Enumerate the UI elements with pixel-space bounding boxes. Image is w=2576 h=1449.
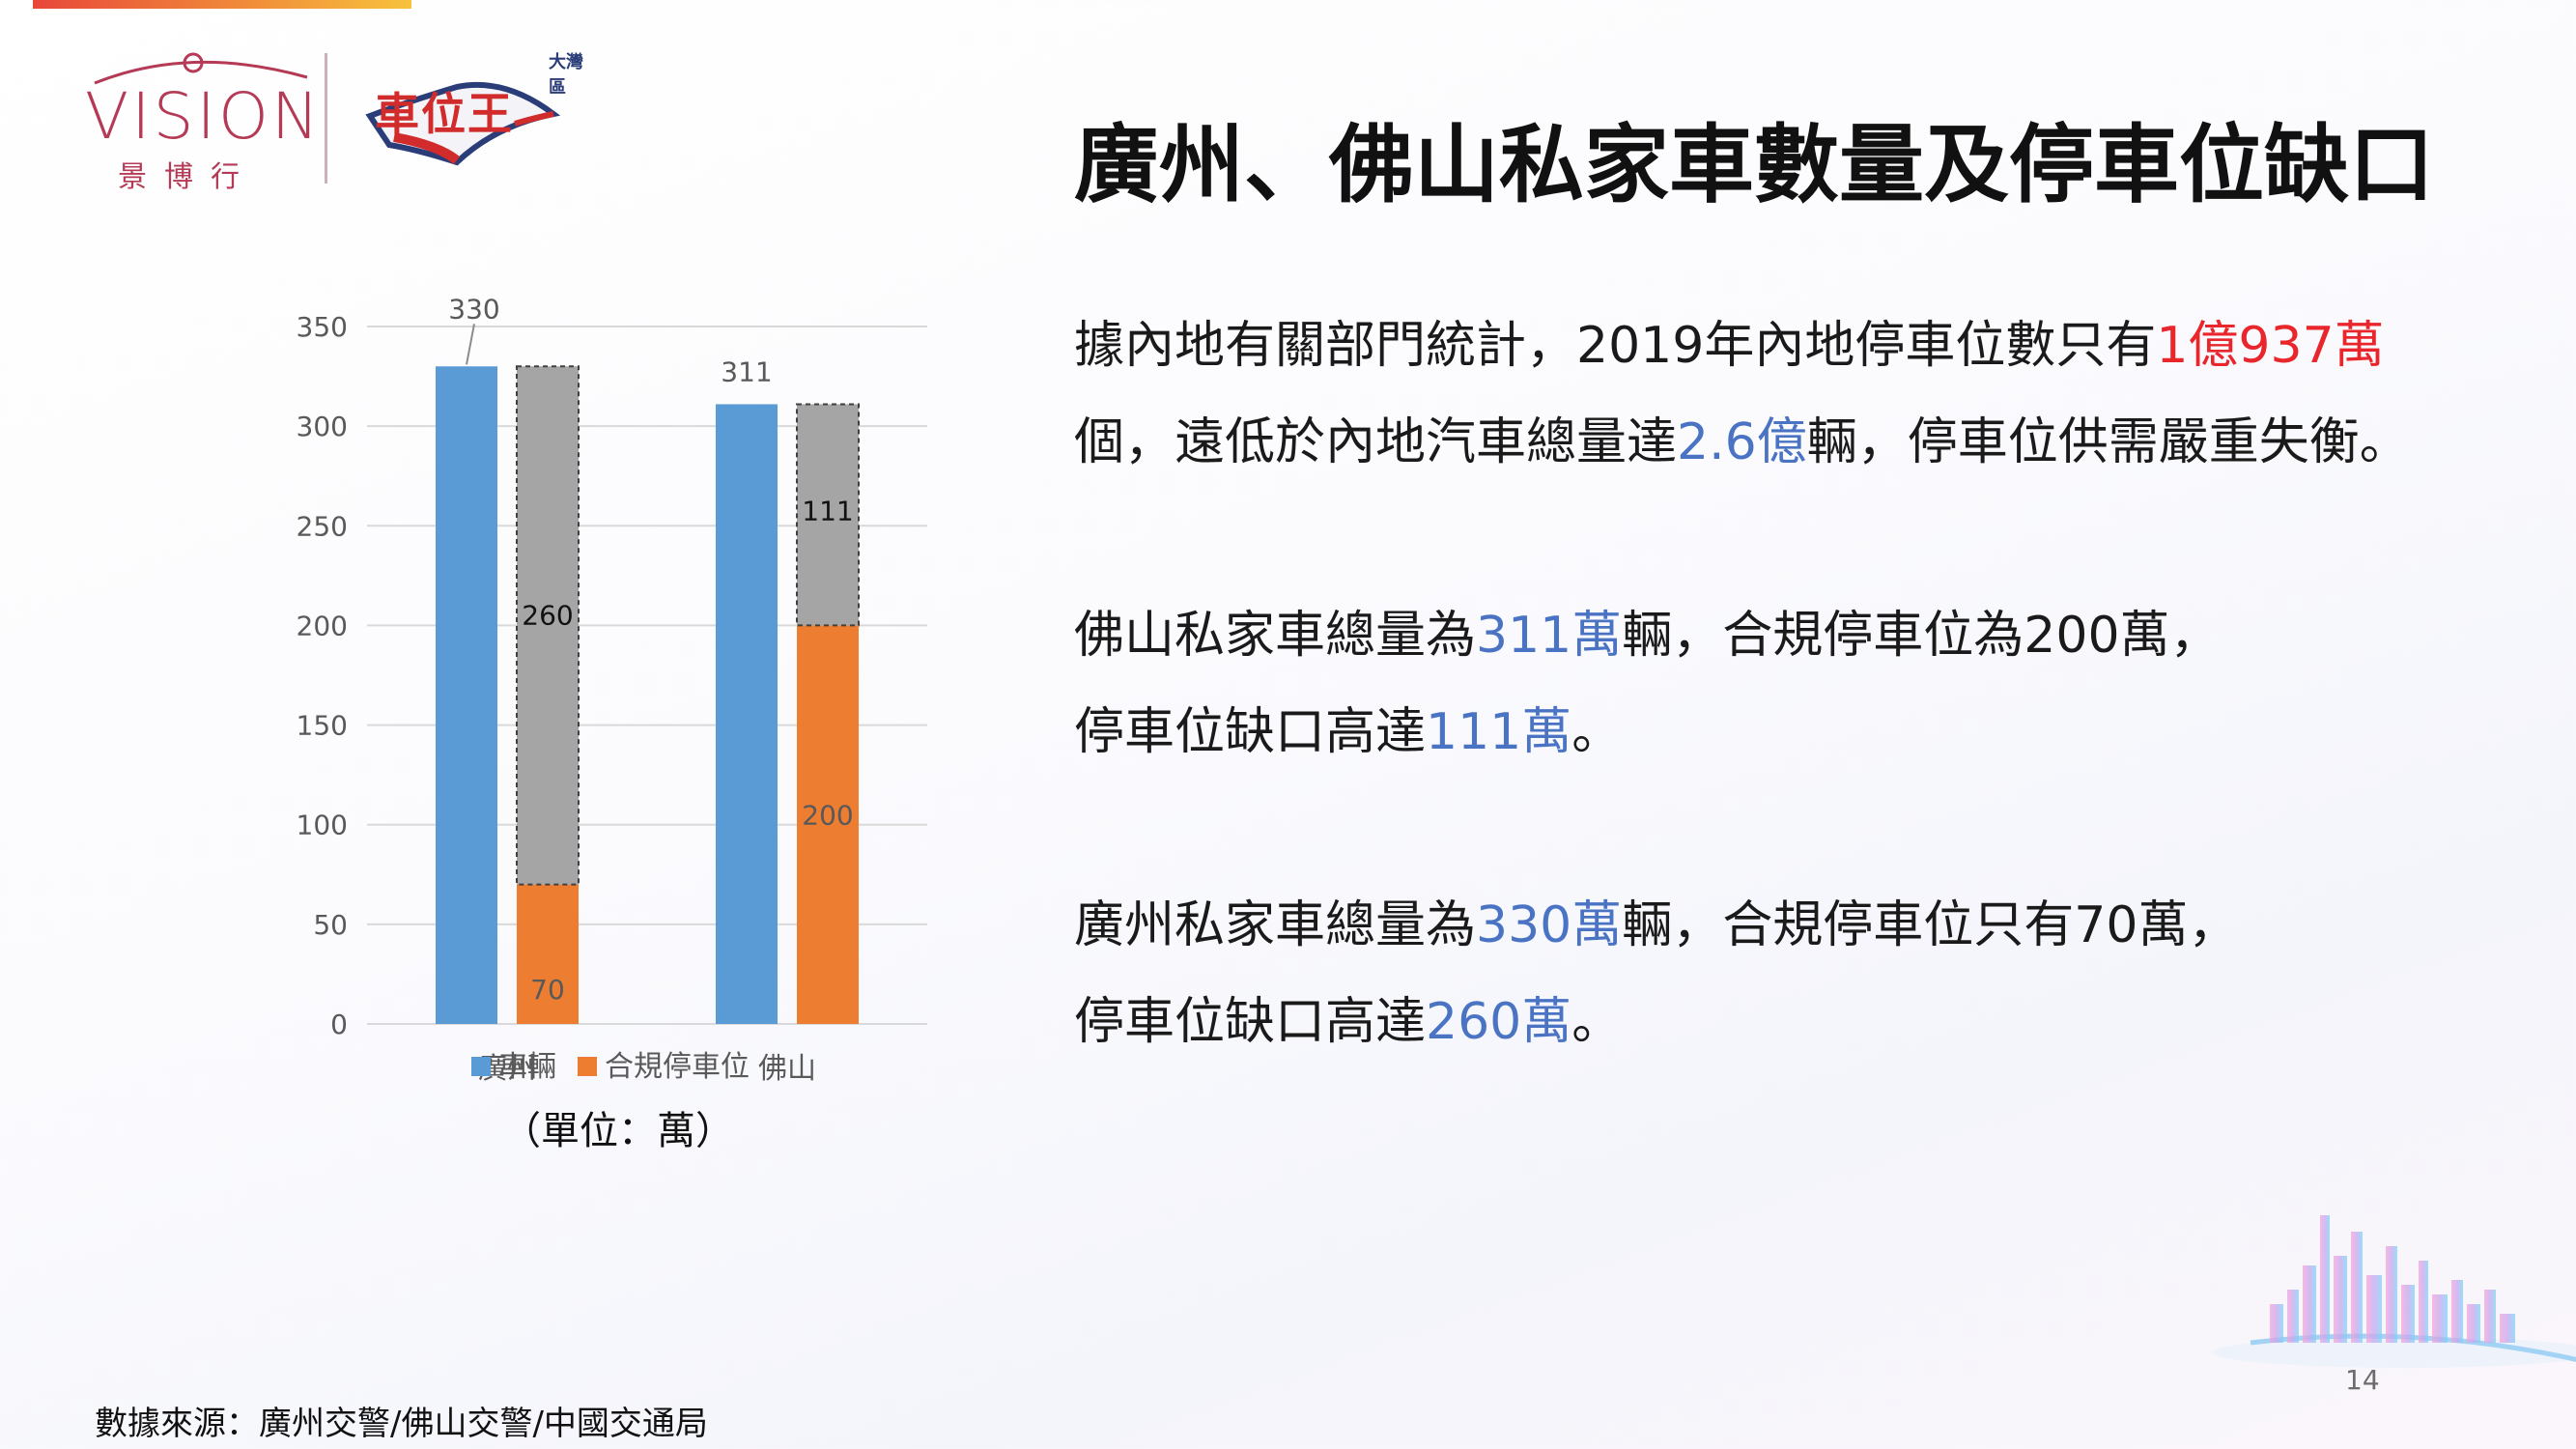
text-run: 輛，合規停車位為200萬， (1622, 607, 2221, 665)
page-number: 14 (2345, 1364, 2380, 1396)
data-label-parking: 200 (802, 800, 853, 832)
city-skyline-icon (2212, 1215, 2576, 1368)
data-source: 數據來源：廣州交警/佛山交警/中國交通局 (95, 1405, 708, 1443)
y-tick-label: 50 (313, 909, 348, 941)
paragraph-line: 廣州私家車總量為330萬輛，合規停車位只有70萬， (1074, 877, 2238, 974)
highlight-red: 1億937萬 (2156, 317, 2385, 375)
text-run: 停車位缺口高達 (1074, 993, 1427, 1051)
logo-divider (325, 53, 327, 184)
logo: VISION 景博行 大灣區 車位王 (85, 48, 587, 194)
logo-region: 大灣區 (549, 52, 583, 98)
paragraph-line: 據內地有關部門統計，2019年內地停車位數只有1億937萬 (1074, 298, 2410, 394)
data-label-leader (466, 324, 475, 365)
bar-parking (517, 884, 579, 1024)
y-tick-label: 250 (297, 510, 348, 542)
bar-gap (516, 365, 580, 886)
text-run: 。 (1571, 703, 1623, 761)
data-label-gap: 111 (802, 495, 853, 526)
highlight-blue: 330萬 (1476, 896, 1623, 954)
car-park-king-badge-icon (365, 81, 561, 166)
top-accent-bar (33, 0, 411, 9)
text-run: 廣州私家車總量為 (1074, 896, 1477, 954)
paragraph-national: 據內地有關部門統計，2019年內地停車位數只有1億937萬 個，遠低於內地汽車總… (1074, 298, 2410, 491)
text-run: 據內地有關部門統計，2019年內地停車位數只有 (1074, 317, 2157, 375)
bar-vehicles (716, 404, 778, 1024)
logo-partner-name: 車位王 (375, 88, 514, 140)
paragraph-foshan: 佛山私家車總量為311萬輛，合規停車位為200萬， 停車位缺口高達111萬。 (1074, 587, 2221, 781)
paragraph-line: 停車位缺口高達111萬。 (1074, 684, 2221, 781)
paragraph-line: 個，遠低於內地汽車總量達2.6億輛，停車位供需嚴重失衡。 (1074, 394, 2410, 491)
page-title: 廣州、佛山私家車數量及停車位缺口 (1074, 115, 2435, 214)
data-label-parking: 70 (530, 974, 565, 1006)
text-run: 佛山私家車總量為 (1074, 607, 1477, 665)
text-run: 個，遠低於內地汽車總量達 (1074, 413, 1678, 471)
legend-label-vehicles: 車輛 (498, 1050, 556, 1084)
logo-brand-en: VISION (85, 79, 323, 154)
highlight-blue: 311萬 (1476, 607, 1623, 665)
data-label-gap: 260 (522, 600, 573, 632)
y-tick-label: 100 (297, 810, 348, 841)
text-run: 輛，停車位供需嚴重失衡。 (1806, 413, 2410, 471)
y-tick-label: 300 (297, 411, 348, 442)
logo-brand-cn: 景博行 (118, 160, 257, 194)
legend-swatch-vehicles (471, 1057, 491, 1076)
highlight-blue: 111萬 (1426, 703, 1572, 761)
paragraph-guangzhou: 廣州私家車總量為330萬輛，合規停車位只有70萬， 停車位缺口高達260萬。 (1074, 877, 2238, 1070)
legend-swatch-parking (578, 1057, 597, 1076)
logo-arc-icon (94, 52, 308, 85)
highlight-blue: 2.6億 (1677, 413, 1807, 471)
text-run: 停車位缺口高達 (1074, 703, 1427, 761)
paragraph-line: 停車位缺口高達260萬。 (1074, 974, 2238, 1070)
text-run: 輛，合規停車位只有70萬， (1622, 896, 2239, 954)
legend-label-parking: 合規停車位 (605, 1050, 750, 1084)
text-run: 。 (1571, 993, 1623, 1051)
bar-vehicles (436, 366, 497, 1024)
y-tick-label: 350 (297, 311, 348, 343)
bar-chart: 05010015020025030035033070260廣州311200111… (297, 293, 927, 1153)
bar-parking (797, 625, 859, 1024)
y-tick-label: 200 (297, 610, 348, 641)
data-label-vehicles: 330 (448, 293, 499, 325)
x-category-label: 佛山 (758, 1052, 816, 1086)
data-label-vehicles: 311 (721, 355, 772, 387)
paragraph-line: 佛山私家車總量為311萬輛，合規停車位為200萬， (1074, 587, 2221, 684)
bar-gap (796, 403, 860, 627)
y-tick-label: 150 (297, 710, 348, 742)
y-tick-label: 0 (330, 1009, 348, 1040)
highlight-blue: 260萬 (1426, 993, 1572, 1051)
unit-label: （單位：萬） (502, 1109, 734, 1153)
